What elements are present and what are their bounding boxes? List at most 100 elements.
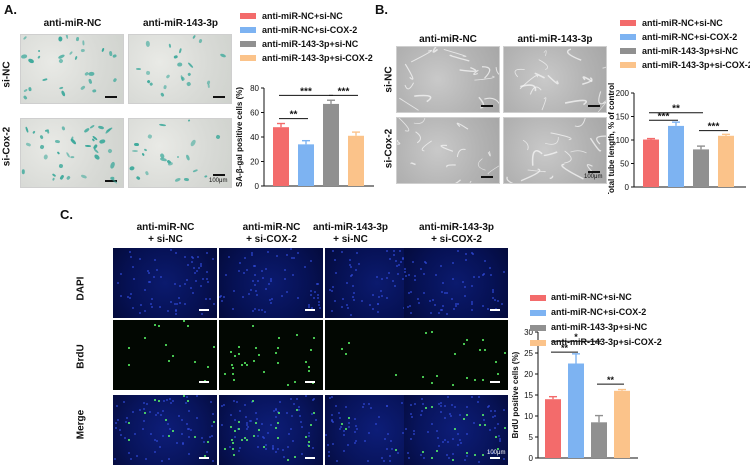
nucleus (491, 291, 494, 294)
nucleus (252, 279, 255, 282)
nucleus (154, 438, 157, 441)
nucleus (263, 311, 266, 314)
nucleus (133, 278, 136, 281)
nucleus (326, 443, 329, 446)
nucleus (470, 302, 473, 305)
nucleus (254, 290, 257, 293)
nucleus (228, 255, 231, 258)
panel-c-image-merge-1 (113, 395, 217, 465)
nucleus (354, 418, 357, 421)
nucleus (249, 419, 252, 422)
brdu-positive-nucleus (253, 360, 256, 363)
stained-cell (58, 86, 64, 90)
nucleus (169, 427, 172, 430)
nucleus (208, 435, 211, 438)
nucleus (353, 441, 356, 444)
significance-stars: *** (300, 86, 312, 97)
stained-cell (36, 55, 41, 60)
nucleus (329, 288, 332, 291)
nucleus (408, 292, 411, 295)
brdu-positive-nucleus (453, 428, 456, 431)
nucleus (399, 249, 402, 252)
nucleus (486, 307, 489, 310)
nucleus (292, 273, 295, 276)
brdu-positive-nucleus (347, 342, 350, 345)
tube-segment (543, 151, 558, 157)
nucleus (170, 300, 173, 303)
nucleus (347, 307, 350, 310)
stained-cell (146, 133, 153, 139)
tube-segment (520, 168, 541, 182)
nucleus (411, 261, 414, 264)
nucleus (197, 267, 200, 270)
nucleus (458, 414, 461, 417)
nucleus (197, 256, 200, 259)
nucleus (251, 252, 254, 255)
stained-cell (39, 144, 45, 151)
nucleus (309, 290, 312, 293)
nucleus (340, 251, 343, 254)
nucleus (191, 261, 194, 264)
nucleus (204, 298, 207, 301)
nucleus (386, 432, 389, 435)
nucleus (318, 306, 321, 309)
nucleus (244, 416, 247, 419)
legend-item: anti-miR-NC+si-COX-2 (530, 307, 646, 317)
stained-cell (185, 81, 191, 87)
brdu-positive-nucleus (243, 362, 246, 365)
panel-c-row-header-dapi: DAPI (75, 276, 87, 301)
brdu-positive-nucleus (127, 438, 130, 441)
scale-bar (588, 105, 600, 107)
nucleus (420, 413, 423, 416)
nucleus (348, 421, 351, 424)
nucleus (490, 274, 493, 277)
nucleus (370, 406, 373, 409)
nucleus (338, 416, 341, 419)
legend-swatch (530, 309, 546, 316)
nucleus (466, 433, 469, 436)
nucleus (400, 401, 403, 404)
nucleus (131, 306, 134, 309)
nucleus (443, 405, 446, 408)
legend-swatch (620, 62, 636, 68)
nucleus (277, 411, 280, 414)
panel-c-image-brdu-2 (219, 320, 323, 390)
nucleus (301, 453, 304, 456)
nucleus (167, 310, 170, 313)
nucleus (193, 267, 196, 270)
nucleus (250, 288, 253, 291)
brdu-positive-nucleus (238, 346, 241, 349)
nucleus (447, 441, 450, 444)
nucleus (443, 291, 446, 294)
legend-label: anti-miR-NC+si-COX-2 (642, 32, 737, 42)
nucleus (156, 411, 159, 414)
nucleus (431, 423, 434, 426)
nucleus (208, 298, 211, 301)
stained-cell (39, 134, 44, 140)
nucleus (401, 258, 404, 261)
legend-label: anti-miR-143-3p+si-NC (642, 46, 739, 56)
stained-cell (80, 173, 87, 179)
brdu-positive-nucleus (224, 372, 227, 375)
nucleus (282, 448, 285, 451)
nucleus (280, 294, 283, 297)
brdu-positive-nucleus (237, 428, 240, 430)
tube-segment (531, 150, 543, 166)
panel-a-image-sicox2-mir143: 100μm (128, 118, 232, 188)
stained-cell (168, 43, 172, 48)
nucleus (139, 312, 142, 315)
nucleus (470, 301, 473, 304)
nucleus (160, 276, 163, 279)
nucleus (298, 409, 301, 412)
nucleus (116, 282, 119, 285)
brdu-positive-nucleus (312, 337, 315, 340)
nucleus (312, 446, 315, 449)
tube-segment (544, 136, 559, 145)
stained-cell (51, 177, 55, 182)
stained-cell (66, 174, 72, 180)
nucleus (206, 271, 209, 274)
panel-b-image-sinc-mir143 (503, 46, 607, 113)
nucleus (385, 447, 388, 450)
nucleus (139, 409, 142, 412)
